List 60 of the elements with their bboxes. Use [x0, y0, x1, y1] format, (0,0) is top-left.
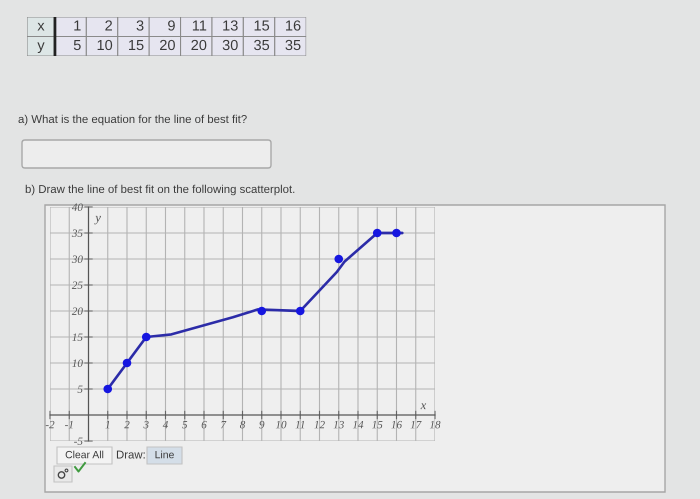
x-tick-label: -2 — [46, 420, 54, 428]
y-tick-label: 10 — [72, 359, 83, 367]
x-tick-label: 16 — [286, 20, 300, 31]
x-tick-label: 17 — [410, 420, 422, 428]
x-tick-label: -1 — [65, 420, 73, 428]
x-tick-label: 3 — [136, 20, 144, 31]
x-tick-label: 4 — [162, 420, 168, 428]
x-tick-label: 9 — [168, 20, 175, 31]
point — [142, 332, 151, 342]
x-tick-label: 10 — [276, 420, 286, 428]
x-tick-label: 12 — [314, 420, 325, 428]
x-tick-label: 13 — [223, 20, 238, 31]
y-tick-label: -5 — [74, 438, 83, 445]
y-tick-label: 25 — [72, 281, 83, 289]
y-tick-label: 40 — [72, 203, 83, 211]
data-label: 35 — [285, 40, 301, 50]
data-label: 30 — [222, 40, 238, 50]
x-tick-label: 14 — [352, 420, 364, 428]
y-tick-label: 35 — [72, 229, 83, 237]
x-tick-label: 8 — [240, 420, 246, 428]
chart-title: b) Draw the line of best fit on the following scatterplot. — [26, 184, 294, 196]
y-tick-label: 5 — [78, 386, 83, 393]
text: Draw: — [116, 450, 145, 459]
x-tick-label: 15 — [254, 20, 270, 31]
x-tick-label: 5 — [182, 420, 188, 428]
data-label: 10 — [98, 40, 112, 50]
x-tick-label: 16 — [391, 420, 402, 428]
point — [296, 306, 305, 316]
x-tick-label: 18 — [430, 420, 440, 428]
x-tick-label: 15 — [372, 420, 382, 428]
text: Line — [156, 450, 174, 458]
y-tick-label: 20 — [72, 307, 83, 315]
x-axis-title: x — [37, 22, 44, 31]
text: Clear All — [66, 450, 104, 458]
data-label: 20 — [160, 40, 175, 50]
x-tick-label: 6 — [202, 420, 207, 428]
x-tick-label: 2 — [105, 20, 112, 31]
point — [372, 228, 382, 238]
x-tick-label: 1 — [74, 20, 81, 31]
x-tick-label: 1 — [105, 420, 110, 428]
data-label: 20 — [191, 40, 206, 50]
y-axis-title: y — [94, 216, 101, 224]
x-tick-label: 7 — [221, 420, 226, 428]
x-tick-label: 3 — [143, 420, 149, 428]
point — [257, 306, 266, 316]
point — [392, 228, 401, 238]
point — [122, 358, 132, 368]
point — [334, 254, 344, 264]
data-label: 35 — [254, 40, 270, 50]
x-tick-label: 13 — [334, 420, 344, 428]
x-axis-title: x — [420, 403, 426, 410]
y-tick-label: 30 — [72, 255, 83, 263]
x-tick-label: 11 — [296, 420, 304, 428]
x-tick-label: 2 — [124, 420, 130, 428]
x-tick-label: 11 — [192, 20, 206, 31]
y-tick-label: 15 — [72, 334, 83, 341]
text: a) What is the equation for the line of best fit? — [18, 114, 247, 126]
data-label: 15 — [129, 40, 144, 50]
x-tick-label: 9 — [259, 420, 264, 428]
point — [103, 384, 112, 394]
